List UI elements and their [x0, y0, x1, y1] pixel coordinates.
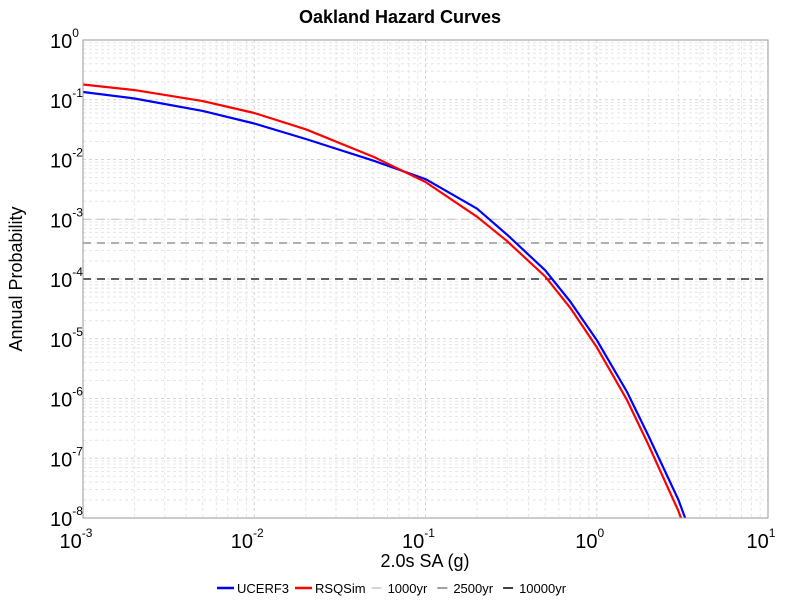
legend: UCERF3 RSQSim 1000yr 2500yr 10000yr: [217, 581, 567, 596]
x-tick-label: 10-2: [231, 526, 264, 553]
legend-label: 2500yr: [453, 581, 493, 596]
legend-label: 1000yr: [388, 581, 428, 596]
x-axis-ticks: 10-3 10-2 10-1 100 101: [60, 526, 776, 553]
legend-label: UCERF3: [237, 581, 289, 596]
x-tick-label: 10-3: [60, 526, 93, 553]
y-tick-label: 100: [50, 26, 79, 53]
x-tick-label: 10-1: [402, 526, 435, 553]
series-line-ucerf3: [83, 90, 687, 518]
grid: [83, 40, 768, 518]
series-line-rsqsim: [83, 83, 683, 518]
legend-label: RSQSim: [315, 581, 366, 596]
y-tick-label: 10-2: [50, 146, 83, 173]
y-tick-label: 10-6: [50, 385, 83, 412]
y-tick-label: 10-4: [50, 265, 83, 292]
y-tick-label: 10-7: [50, 444, 83, 471]
y-tick-label: 10-8: [50, 504, 83, 531]
chart-title: Oakland Hazard Curves: [299, 7, 501, 27]
legend-label: 10000yr: [519, 581, 567, 596]
x-tick-label: 101: [747, 526, 776, 553]
y-axis-label: Annual Probability: [6, 206, 26, 351]
series-lines: [83, 83, 687, 518]
plot-frame: [82, 39, 769, 519]
y-tick-label: 10-5: [50, 325, 83, 352]
y-tick-label: 10-1: [50, 86, 83, 113]
x-tick-label: 100: [575, 526, 604, 553]
y-axis-ticks: 100 10-1 10-2 10-3 10-4 10-5 10-6 10-7 10-8: [50, 26, 83, 531]
x-axis-label: 2.0s SA (g): [380, 551, 469, 571]
y-tick-label: 10-3: [50, 205, 83, 232]
reference-lines: [83, 218, 768, 280]
